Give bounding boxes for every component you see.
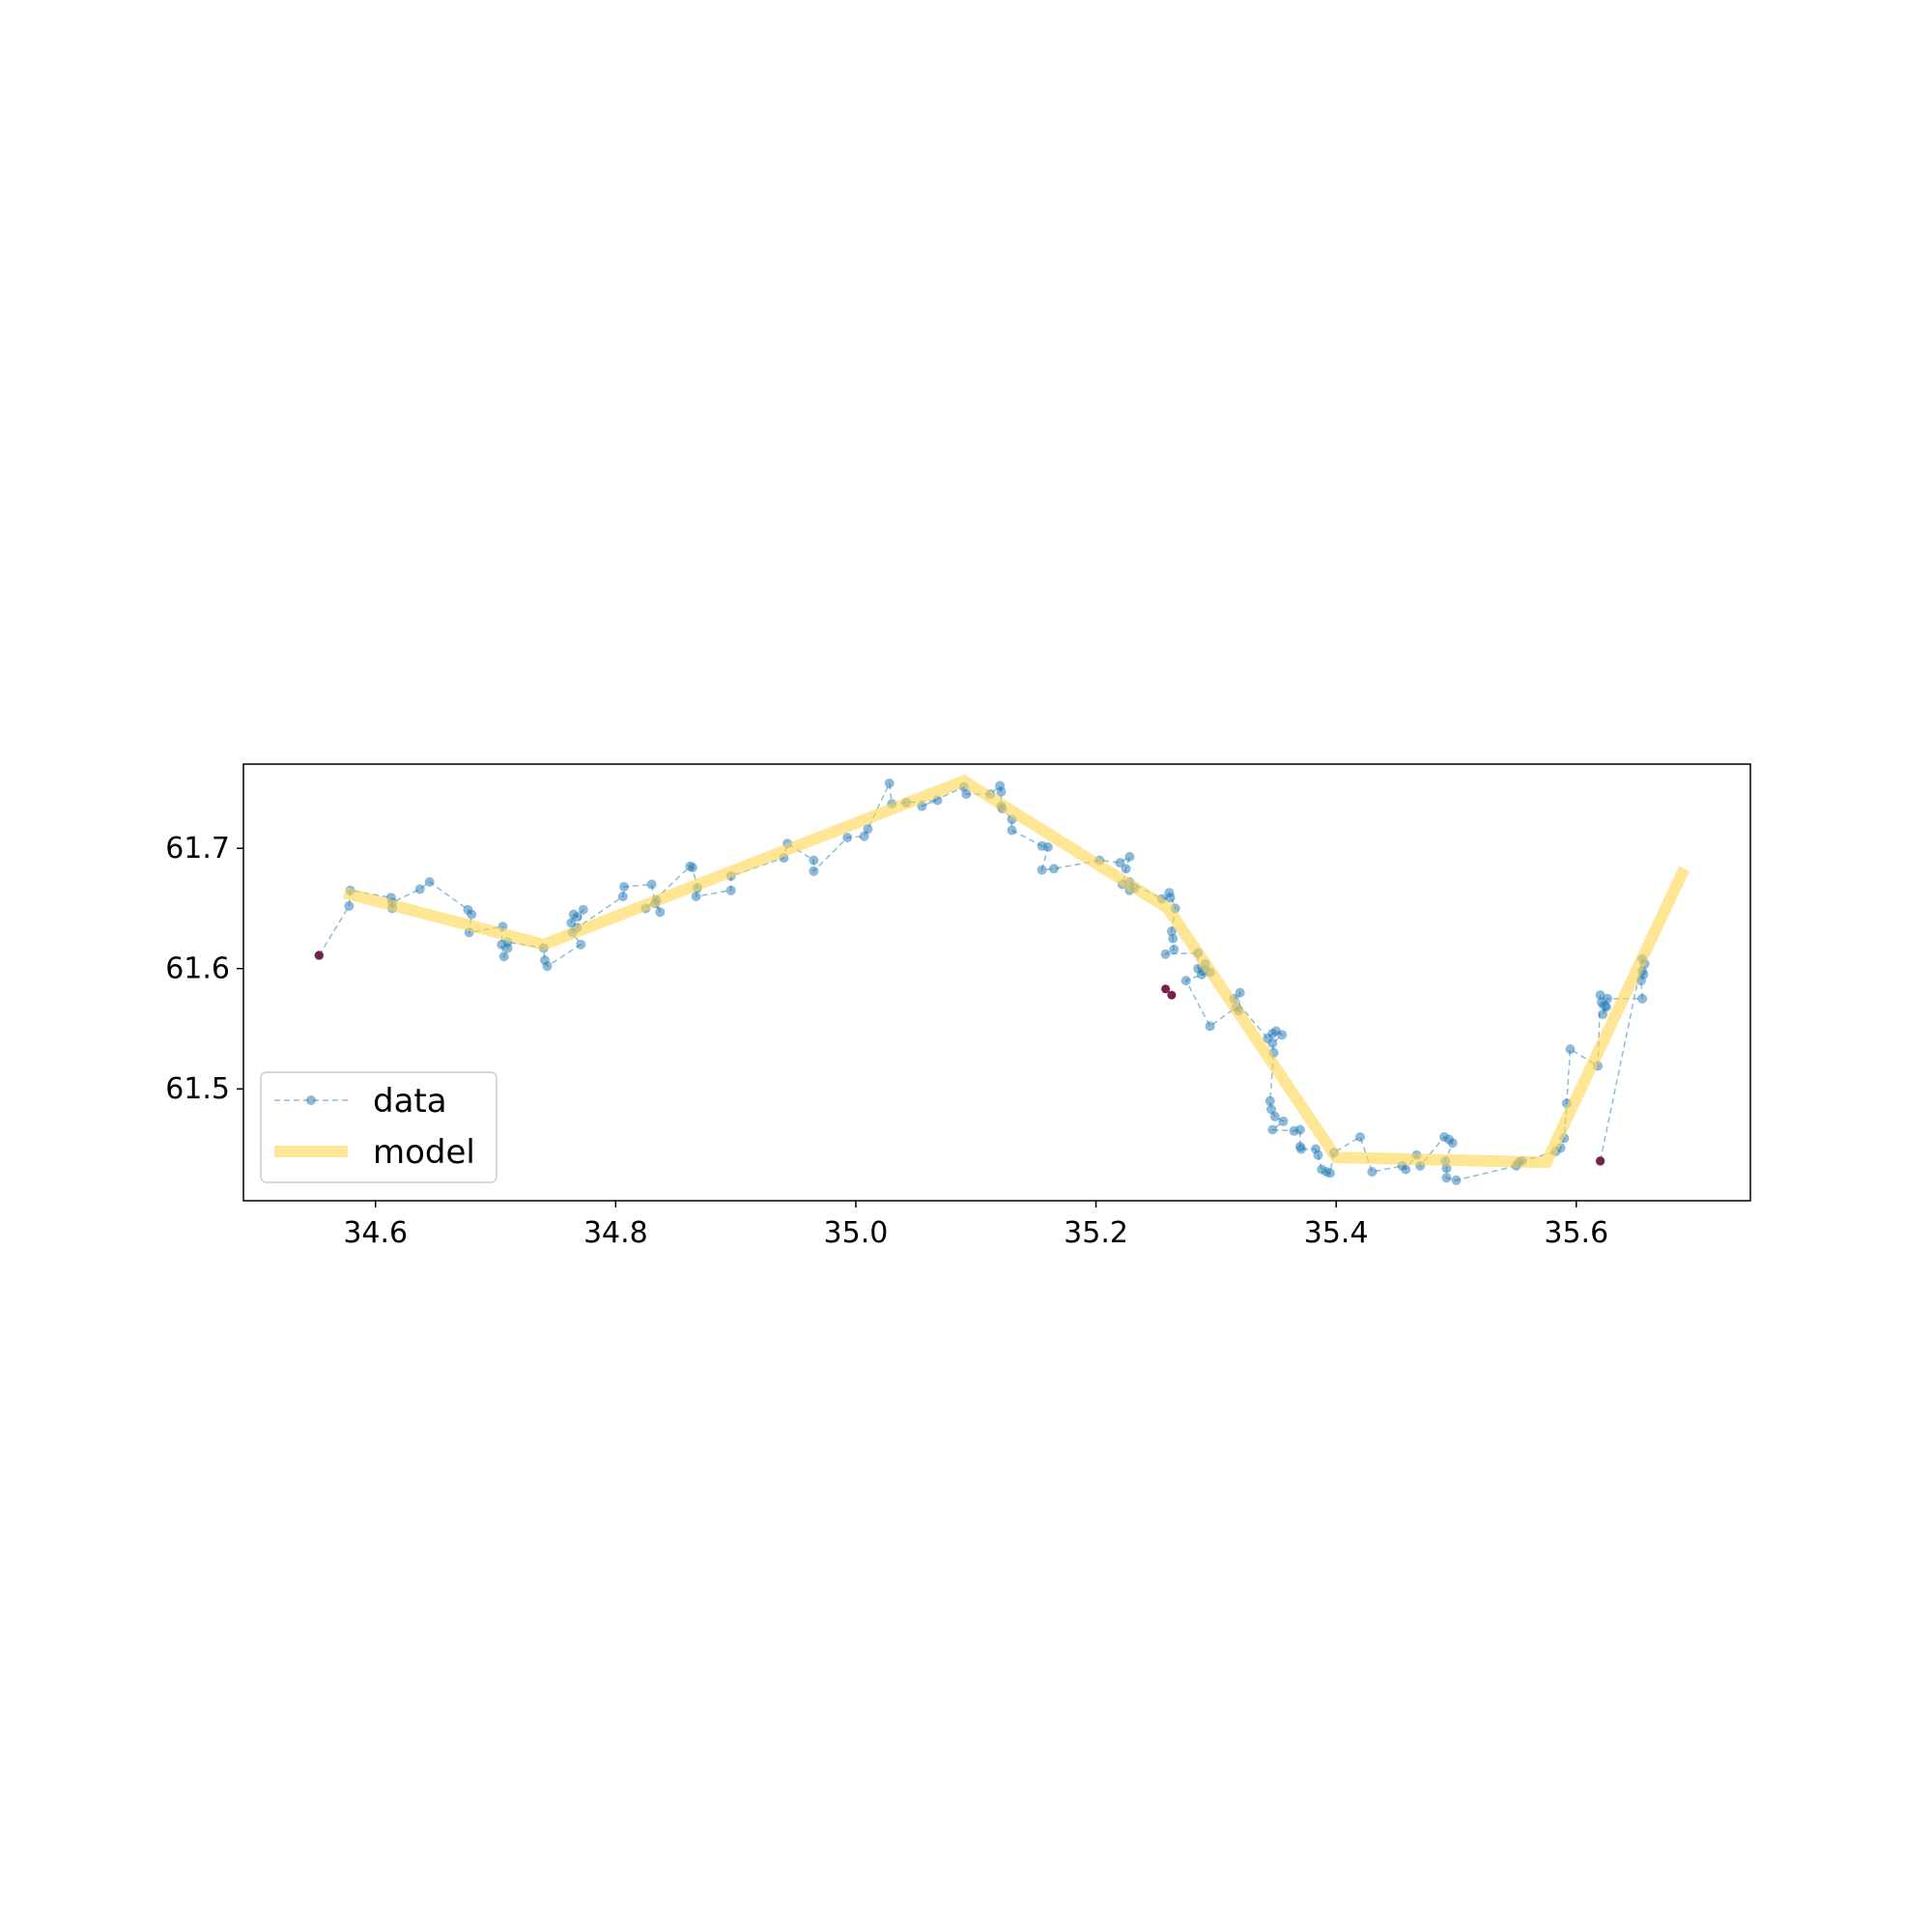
legend-model-label: model (373, 1133, 475, 1172)
data-point-114 (1367, 1167, 1378, 1178)
legend-data-label: data (373, 1082, 447, 1121)
y-tick-label-1: 61.6 (165, 952, 230, 986)
data-point-19 (576, 939, 586, 950)
data-point-125 (1451, 1175, 1462, 1185)
x-axis: 34.6 34.8 35.0 35.2 35.4 35.6 (343, 1201, 1608, 1250)
data-point-13 (498, 952, 509, 962)
x-tick-label-1: 34.8 (583, 1216, 648, 1250)
data-point-59 (1007, 825, 1017, 836)
data-point-7 (424, 877, 435, 887)
data-point-108 (1313, 1150, 1323, 1160)
data-point-46 (884, 778, 895, 788)
y-axis: 61.5 61.6 61.7 (165, 832, 243, 1106)
data-point-100 (1269, 1111, 1280, 1122)
outlier-point-0 (314, 951, 324, 960)
data-layer (314, 774, 1690, 1185)
data-point-140 (1603, 993, 1613, 1004)
data-point-111 (1324, 1168, 1335, 1179)
data-point-101 (1278, 1116, 1289, 1126)
data-point-41 (809, 855, 819, 866)
data-point-86 (1180, 976, 1191, 986)
data-point-116 (1401, 1164, 1411, 1175)
data-point-96 (1267, 1037, 1278, 1048)
data-point-55 (996, 786, 1007, 797)
data-point-95 (1277, 1030, 1288, 1040)
data-point-9 (467, 909, 477, 920)
x-tick-label-3: 35.2 (1064, 1216, 1128, 1250)
data-point-24 (578, 904, 588, 915)
data-point-78 (1169, 944, 1179, 954)
data-point-74 (1164, 888, 1175, 898)
data-point-30 (655, 907, 666, 918)
data-point-67 (1121, 864, 1131, 874)
data-point-79 (1160, 949, 1171, 959)
outlier-point-3 (1596, 1156, 1605, 1166)
data-point-65 (1115, 858, 1125, 868)
data-point-87 (1205, 1021, 1215, 1032)
data-point-6 (414, 884, 425, 895)
data-point-139 (1598, 1009, 1608, 1019)
plot-frame (242, 763, 1751, 1202)
data-point-27 (619, 882, 629, 892)
data-point-43 (842, 833, 853, 842)
data-point-77 (1168, 933, 1179, 944)
data-point-37 (725, 885, 736, 895)
x-tick-label-5: 35.6 (1544, 1216, 1608, 1250)
x-tick-label-4: 35.4 (1304, 1216, 1369, 1250)
x-tick-label-2: 35.0 (824, 1216, 889, 1250)
data-point-18 (542, 961, 553, 972)
data-point-45 (863, 824, 873, 835)
data-point-62 (1037, 865, 1047, 875)
data-point-124 (1441, 1173, 1452, 1183)
data-point-133 (1565, 1044, 1576, 1055)
data-point-61 (1042, 841, 1053, 852)
data-point-121 (1447, 1138, 1458, 1149)
data-point-28 (646, 879, 657, 890)
data-point-66 (1124, 851, 1135, 862)
data-point-113 (1355, 1132, 1365, 1142)
data-point-34 (687, 863, 697, 873)
data-point-36 (691, 892, 701, 901)
outlier-point-1 (1161, 984, 1171, 994)
legend: data model (260, 1071, 497, 1183)
data-point-102 (1267, 1124, 1278, 1135)
data-point-104 (1294, 1124, 1305, 1135)
x-tick-label-0: 34.6 (343, 1216, 408, 1250)
data-point-26 (617, 892, 628, 901)
data-point-98 (1264, 1095, 1275, 1106)
data-point-52 (961, 789, 972, 800)
outlier-point-2 (1167, 990, 1177, 1000)
data-point-23 (572, 912, 582, 923)
legend-data-marker (306, 1095, 316, 1105)
y-tick-label-0: 61.5 (165, 1072, 230, 1106)
y-tick-label-2: 61.7 (165, 832, 230, 866)
data-point-90 (1235, 987, 1245, 998)
data-point-106 (1296, 1144, 1307, 1154)
data-point-42 (809, 866, 819, 876)
model-series-line (342, 774, 1690, 1169)
data-point-63 (1049, 864, 1059, 874)
data-point-1 (344, 900, 355, 911)
data-point-141 (1637, 993, 1648, 1004)
